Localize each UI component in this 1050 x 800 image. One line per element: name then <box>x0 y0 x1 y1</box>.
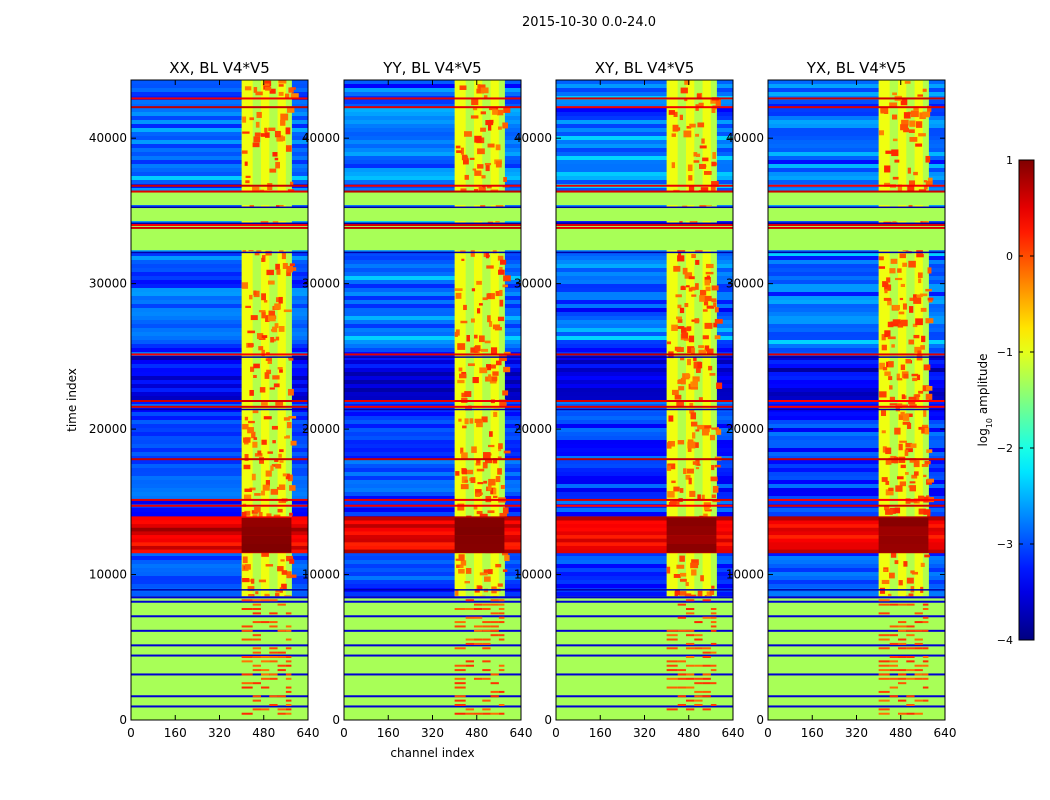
panels-group: XX, BL V4*V5 0 160 320 480 640 0 10000 20000 3000… <box>65 59 956 760</box>
panel-1: XX, BL V4*V5 0 160 320 480 640 0 10000 20000 3000… <box>65 59 319 740</box>
figure-suptitle: 2015-10-30 0.0-24.0 <box>522 15 656 30</box>
colorbar-tick-label: −2 <box>997 442 1013 455</box>
y-tick-label: 40000 <box>302 131 340 145</box>
panel-3: XY, BL V4*V5 0 160 320 480 640 0 10000 20000 3000… <box>514 59 745 740</box>
y-tick-label: 0 <box>119 713 127 727</box>
colorbar-tick-label: −1 <box>997 346 1013 359</box>
x-axis-label: channel index <box>390 746 474 760</box>
heatmap-image <box>768 80 945 720</box>
x-tick-label: 160 <box>377 726 400 740</box>
x-tick-label: 0 <box>764 726 772 740</box>
colorbar-tick-label: −4 <box>997 634 1013 647</box>
x-tick-label: 0 <box>552 726 560 740</box>
x-tick-label: 640 <box>722 726 745 740</box>
y-tick-label: 30000 <box>302 277 340 291</box>
panel-title: XX, BL V4*V5 <box>169 59 270 77</box>
x-tick-label: 640 <box>297 726 320 740</box>
y-tick-label: 40000 <box>726 131 764 145</box>
panel-title: YY, BL V4*V5 <box>382 59 481 77</box>
y-tick-label: 40000 <box>514 131 552 145</box>
heatmap-image <box>556 80 733 720</box>
x-tick-label: 320 <box>633 726 656 740</box>
panel-title: YX, BL V4*V5 <box>806 59 907 77</box>
x-tick-label: 480 <box>677 726 700 740</box>
panel-4: YX, BL V4*V5 0 160 320 480 640 0 10000 20000 3000… <box>726 59 957 740</box>
y-tick-label: 10000 <box>302 568 340 582</box>
x-tick-label: 640 <box>510 726 533 740</box>
y-tick-label: 20000 <box>726 422 764 436</box>
y-tick-label: 10000 <box>726 568 764 582</box>
y-tick-label: 0 <box>544 713 552 727</box>
colorbar-tick-label: −3 <box>997 538 1013 551</box>
y-tick-label: 30000 <box>89 277 127 291</box>
x-tick-label: 0 <box>340 726 348 740</box>
colorbar-label: log10 amplitude <box>976 354 994 447</box>
x-tick-label: 160 <box>801 726 824 740</box>
y-tick-label: 20000 <box>89 422 127 436</box>
x-tick-label: 480 <box>889 726 912 740</box>
x-tick-label: 320 <box>208 726 231 740</box>
y-tick-label: 10000 <box>89 568 127 582</box>
colorbar-tick-label: 0 <box>1006 250 1013 263</box>
heatmap-image <box>344 80 521 720</box>
x-tick-label: 160 <box>589 726 612 740</box>
x-tick-label: 320 <box>421 726 444 740</box>
colorbar-gradient <box>1018 159 1035 641</box>
y-tick-label: 0 <box>756 713 764 727</box>
y-tick-label: 40000 <box>89 131 127 145</box>
panel-2: YY, BL V4*V5 0 160 320 480 640 0 10000 20000 3000… <box>302 59 533 760</box>
colorbar-tick-label: 1 <box>1006 154 1013 167</box>
y-tick-label: 30000 <box>514 277 552 291</box>
colorbar: 1 0 −1 −2 −3 −4 log10 amplitude <box>976 154 1035 647</box>
x-tick-label: 320 <box>845 726 868 740</box>
y-tick-label: 20000 <box>302 422 340 436</box>
y-tick-label: 10000 <box>514 568 552 582</box>
x-tick-label: 640 <box>934 726 957 740</box>
x-tick-label: 160 <box>164 726 187 740</box>
x-tick-label: 480 <box>252 726 275 740</box>
y-axis-label: time index <box>65 368 79 432</box>
y-tick-label: 30000 <box>726 277 764 291</box>
y-tick-label: 0 <box>332 713 340 727</box>
y-tick-label: 20000 <box>514 422 552 436</box>
x-tick-label: 480 <box>465 726 488 740</box>
x-tick-label: 0 <box>127 726 135 740</box>
panel-title: XY, BL V4*V5 <box>595 59 695 77</box>
heatmap-image <box>131 80 308 720</box>
